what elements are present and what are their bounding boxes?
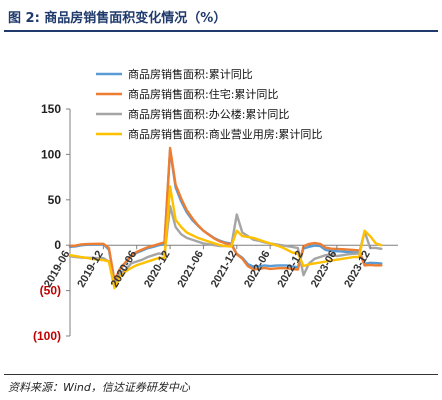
source-note: 资料来源：Wind，信达证券研发中心 — [8, 381, 190, 394]
series-line — [68, 146, 383, 283]
legend-label: 商品房销售面积:办公楼:累计同比 — [128, 107, 289, 121]
y-tick-label: (50) — [40, 284, 61, 298]
y-tick-label: 0 — [54, 238, 61, 252]
y-tick-label: (100) — [33, 329, 61, 343]
legend-label: 商品房销售面积:住宅:累计同比 — [128, 87, 278, 101]
y-tick-label: 50 — [48, 193, 62, 207]
legend-label: 商品房销售面积:累计同比 — [128, 67, 253, 81]
footer-rule — [4, 374, 438, 375]
legend-label: 商品房销售面积:商业营业用房:累计同比 — [128, 127, 322, 141]
x-tick-label: 2019-12 — [75, 249, 106, 290]
y-tick-label: 100 — [41, 147, 61, 161]
series-line — [68, 185, 383, 290]
x-tick-label: 2021-06 — [175, 249, 206, 290]
title-rule — [4, 30, 438, 32]
x-tick-label: 2021-12 — [209, 249, 240, 290]
figure-title: 图 2: 商品房销售面积变化情况（%） — [8, 11, 227, 26]
y-tick-label: 150 — [41, 102, 61, 116]
